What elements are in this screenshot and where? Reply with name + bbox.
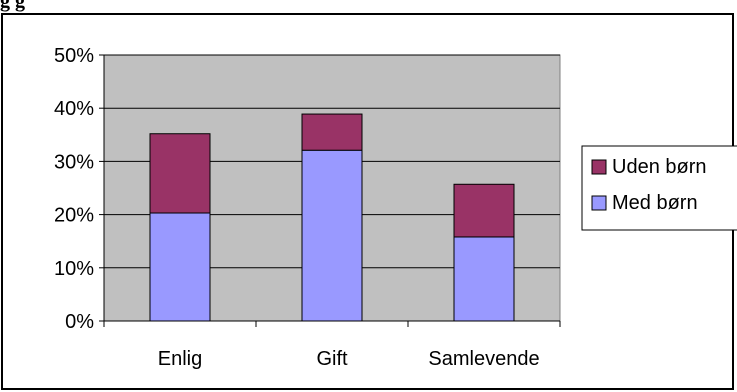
x-tick-label: Gift bbox=[316, 348, 348, 370]
legend-swatch bbox=[591, 159, 607, 175]
bar-segment bbox=[149, 133, 211, 214]
y-tick-label: 10% bbox=[54, 258, 94, 280]
x-tick-label: Samlevende bbox=[428, 348, 539, 370]
legend: Uden børn Med børn bbox=[581, 145, 737, 231]
bar-segment bbox=[149, 212, 211, 322]
y-tick-label: 50% bbox=[54, 45, 94, 67]
legend-label: Uden børn bbox=[612, 156, 707, 178]
bar-segment bbox=[301, 113, 363, 151]
axes: 0% 10% 20% 30% 40% 50% Enlig Gift Samlevende bbox=[54, 45, 561, 370]
bars bbox=[149, 113, 515, 322]
legend-box bbox=[581, 145, 737, 231]
legend-label: Med børn bbox=[612, 192, 698, 214]
x-tick-label: Enlig bbox=[158, 348, 202, 370]
bar-segment bbox=[301, 149, 363, 322]
y-tick-label: 30% bbox=[54, 151, 94, 173]
y-tick-label: 20% bbox=[54, 205, 94, 227]
legend-swatch bbox=[591, 195, 607, 211]
y-tick-label: 40% bbox=[54, 98, 94, 120]
bar-segment bbox=[453, 183, 515, 238]
y-tick-label: 0% bbox=[65, 311, 94, 333]
bar-segment bbox=[453, 236, 515, 322]
page-header-fragment: g g bbox=[0, 0, 25, 12]
